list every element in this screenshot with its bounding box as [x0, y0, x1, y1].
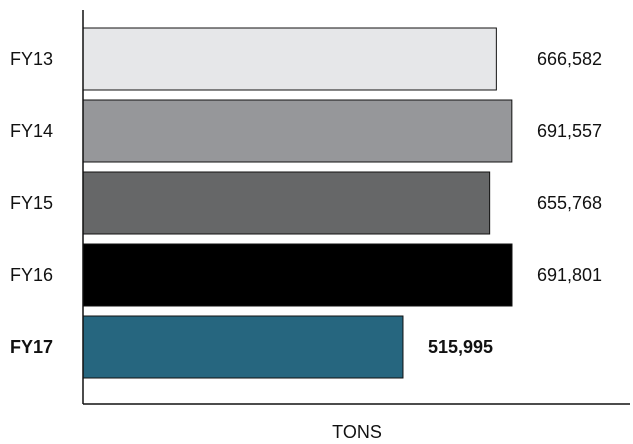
value-label-fy17: 515,995: [428, 337, 493, 357]
bar-fy13: [82, 27, 497, 91]
category-label-fy14: FY14: [10, 121, 53, 141]
value-label-fy15: 655,768: [537, 193, 602, 213]
bar-fy16: [82, 243, 513, 307]
category-label-fy15: FY15: [10, 193, 53, 213]
labels-layer: FY13 666,582 FY14 691,557 FY15 655,768 FY16 691…: [10, 49, 602, 357]
bar-fy17: [82, 315, 404, 379]
category-label-fy13: FY13: [10, 49, 53, 69]
value-label-fy14: 691,557: [537, 121, 602, 141]
bar-fy15: [82, 171, 491, 235]
category-label-fy17: FY17: [10, 337, 53, 357]
category-label-fy16: FY16: [10, 265, 53, 285]
value-label-fy13: 666,582: [537, 49, 602, 69]
x-axis-title: TONS: [332, 422, 382, 442]
bars-layer: [82, 27, 513, 379]
bar-fy14: [82, 99, 513, 163]
value-label-fy16: 691,801: [537, 265, 602, 285]
